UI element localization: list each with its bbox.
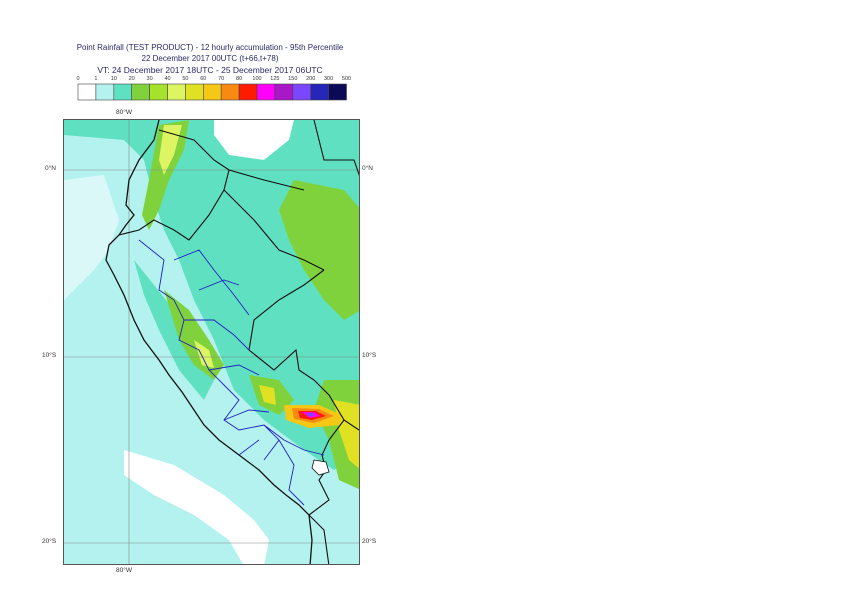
legend-threshold-label: 100 [252,76,261,82]
lat-label-10-right: 10°S [362,352,377,359]
legend-threshold-label: 10 [111,76,117,82]
lat-label-20-right: 20°S [362,538,377,545]
legend-threshold-label: 80 [236,76,242,82]
legend-threshold-label: 50 [182,76,188,82]
rainfall-20mm-andes-north [142,120,189,230]
legend-threshold-label: 60 [200,76,206,82]
lon-label-top: 80°W [116,109,132,116]
legend-threshold-label: 1 [94,76,97,82]
rainfall-40mm-andes-north [159,125,182,175]
dry-area-north [214,120,294,160]
legend-threshold-label: 200 [306,76,315,82]
legend-swatch [149,83,168,101]
regional-borders [138,239,325,506]
rainfall-40mm-andes [194,340,214,368]
legend-threshold-label: 500 [342,76,351,82]
legend-swatch [256,83,276,101]
dry-ocean-south [124,450,269,564]
legend-swatch [292,83,311,101]
lon-label-bottom: 80°W [116,567,132,574]
legend-threshold-label: 20 [129,76,135,82]
legend-threshold-label: 300 [324,76,333,82]
legend-threshold-label: 40 [164,76,170,82]
lat-label-0-left: 0°N [45,165,56,172]
lat-label-10-left: 10°S [42,352,57,359]
legend-swatch [185,83,204,101]
legend-swatch [310,83,329,101]
legend-threshold-label: 0 [76,76,79,82]
legend-swatch [220,83,240,101]
legend-swatch [113,83,133,101]
legend-swatch [328,83,347,101]
border-ecuador-peru [118,169,230,241]
lake-titicaca [311,459,330,476]
legend-swatch [95,83,115,101]
legend-threshold-label: 150 [288,76,297,82]
legend-swatch [203,83,222,101]
map-canvas [64,120,359,564]
rainfall-40mm-central [259,385,276,405]
legend-swatch [131,83,150,101]
border-ecuador-colombia [158,129,305,191]
dry-area-northwest [64,175,119,300]
legend-swatch [77,83,97,101]
valid-time-label: VT: 24 December 2017 18UTC - 25 December… [97,65,323,75]
border-bolivia-chile [308,514,330,564]
coastline [105,120,313,564]
legend-swatch [274,83,294,101]
border-peru-brazil [248,269,359,431]
map-title: Point Rainfall (TEST PRODUCT) - 12 hourl… [76,43,344,52]
legend-threshold-label: 30 [147,76,153,82]
rainfall-200mm-core [307,413,314,416]
map-area: 80°W [63,119,360,565]
legend-swatch [167,83,186,101]
rainfall-20mm-amazon [279,180,359,320]
border-peru-colombia [223,189,325,271]
border-brazil-colombia [313,120,359,176]
legend-threshold-label: 70 [218,76,224,82]
lat-label-20-left: 20°S [42,538,57,545]
run-time-label: 22 December 2017 00UTC (t+66,t+78) [141,54,279,63]
rainfall-legend: 0 1 10 20 30 40 50 60 70 80 100 125 150 200 300 500 [76,76,351,101]
lat-label-0-right: 0°N [362,165,373,172]
legend-swatch [238,83,258,101]
legend-threshold-label: 125 [270,76,279,82]
